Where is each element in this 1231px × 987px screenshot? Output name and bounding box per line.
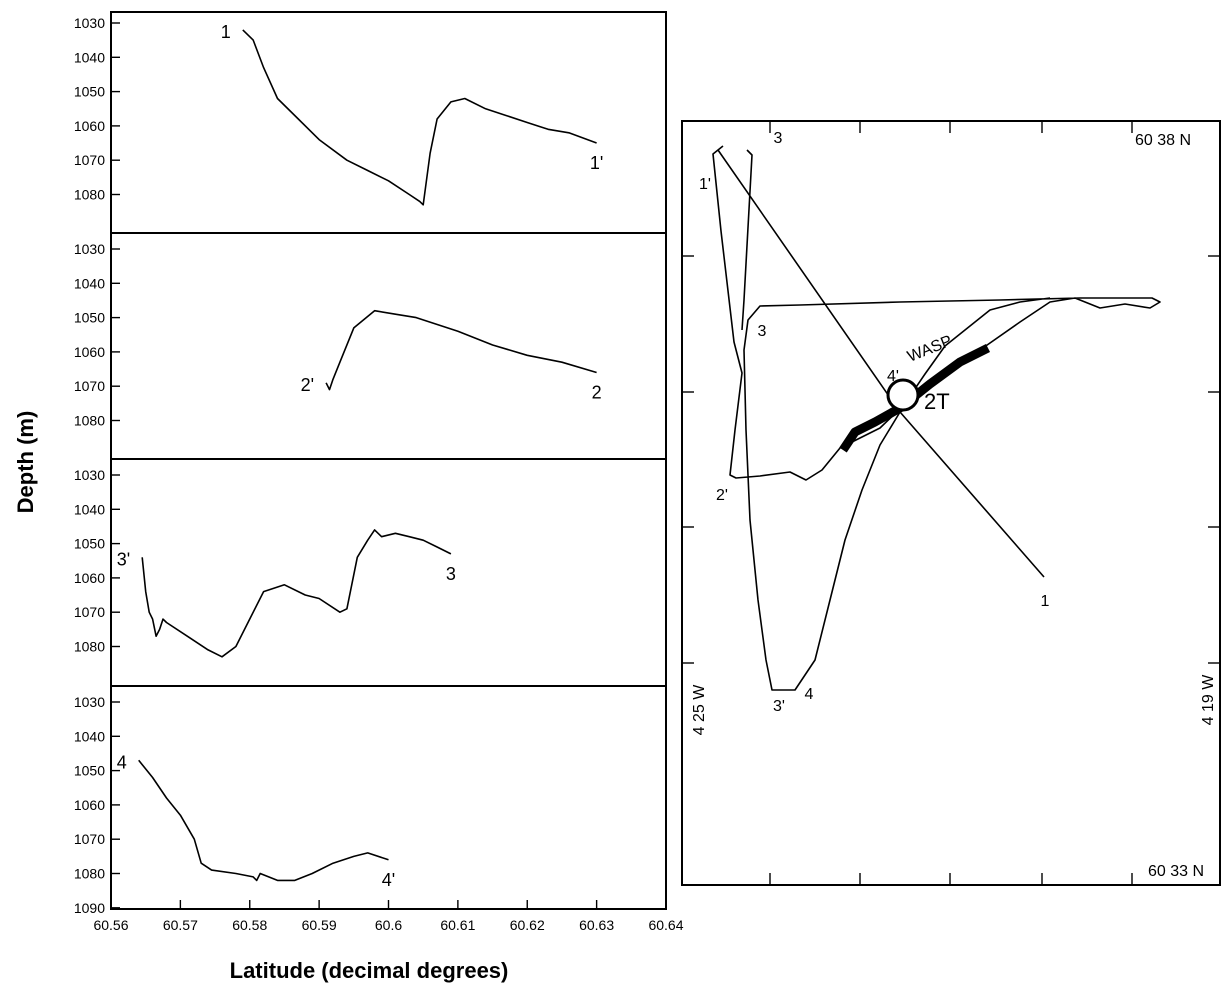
y-axis-ticks: 1030 1040 1050 1060 1070 1080 1030 1040 1050 1060… xyxy=(74,15,120,916)
profile-end-label: 4' xyxy=(382,870,395,890)
x-tick-label: 60.63 xyxy=(579,917,614,933)
y-tick-label: 1080 xyxy=(74,866,105,882)
depth-profiles-chart: 1030 1040 1050 1060 1070 1080 1030 1040 1050 1060… xyxy=(13,11,684,983)
profile-start-label: 4 xyxy=(117,752,127,772)
y-tick-label: 1050 xyxy=(74,310,105,326)
profile-trace-2 xyxy=(325,309,597,391)
wasp-label: WASP xyxy=(905,333,955,366)
y-tick-label: 1060 xyxy=(74,118,105,134)
x-axis-ticks: 60.56 60.57 60.58 60.59 60.6 60.61 60.62 60.63 6… xyxy=(93,900,684,933)
y-tick-label: 1060 xyxy=(74,570,105,586)
x-tick-label: 60.64 xyxy=(648,917,683,933)
x-tick-label: 60.58 xyxy=(232,917,267,933)
y-tick-label: 1070 xyxy=(74,604,105,620)
x-axis-title: Latitude (decimal degrees) xyxy=(230,958,509,983)
y-tick-label: 1050 xyxy=(74,536,105,552)
y-tick-label: 1050 xyxy=(74,84,105,100)
track-map: 60 38 N 60 33 N 4 25 W 4 19 W 3 1' 3 2' … xyxy=(681,120,1221,886)
y-tick-label: 1080 xyxy=(74,639,105,655)
site-2t-label: 2T xyxy=(924,389,950,414)
profile-end-labels: 1 1' 2' 2 3' 3 4 4' xyxy=(117,22,604,890)
profile-traces xyxy=(138,29,597,882)
y-tick-label: 1060 xyxy=(74,797,105,813)
y-tick-label: 1050 xyxy=(74,763,105,779)
y-tick-label: 1080 xyxy=(74,187,105,203)
map-track-label: 1' xyxy=(699,176,711,193)
map-frame xyxy=(681,120,1221,886)
profile-trace-3 xyxy=(141,529,452,658)
y-tick-label: 1060 xyxy=(74,344,105,360)
map-track-label: 4 xyxy=(805,686,814,703)
x-tick-label: 60.62 xyxy=(510,917,545,933)
map-track-label: 3 xyxy=(758,323,767,340)
y-tick-label: 1080 xyxy=(74,413,105,429)
x-tick-label: 60.57 xyxy=(163,917,198,933)
profile-start-label: 1 xyxy=(221,22,231,42)
profile-end-label: 3 xyxy=(446,564,456,584)
x-tick-label: 60.59 xyxy=(302,917,337,933)
profile-end-label: 1' xyxy=(590,153,603,173)
y-tick-label: 1070 xyxy=(74,152,105,168)
y-tick-label: 1070 xyxy=(74,831,105,847)
map-frame-ticks xyxy=(682,121,1220,885)
y-tick-label: 1040 xyxy=(74,49,105,65)
y-tick-label: 1070 xyxy=(74,378,105,394)
y-tick-label: 1040 xyxy=(74,501,105,517)
map-label-top-right: 60 38 N xyxy=(1135,132,1191,149)
y-tick-label: 1030 xyxy=(74,15,105,31)
y-axis-title: Depth (m) xyxy=(13,411,38,514)
map-track-label: 3' xyxy=(773,698,785,715)
map-track-label: 4' xyxy=(887,368,899,385)
profile-trace-4 xyxy=(138,759,389,882)
profile-end-label: 2 xyxy=(592,382,602,402)
y-tick-label: 1030 xyxy=(74,467,105,483)
site-2t-marker xyxy=(886,378,920,412)
map-label-bottom-right: 60 33 N xyxy=(1148,863,1204,880)
map-track-2 xyxy=(712,145,1161,691)
y-tick-label: 1040 xyxy=(74,728,105,744)
x-tick-label: 60.61 xyxy=(440,917,475,933)
y-tick-label: 1040 xyxy=(74,275,105,291)
x-tick-label: 60.6 xyxy=(375,917,402,933)
map-label-left: 4 25 W xyxy=(691,684,708,736)
map-label-right: 4 19 W xyxy=(1200,674,1217,726)
y-tick-label: 1090 xyxy=(74,900,105,916)
profile-trace-1 xyxy=(242,29,597,206)
map-track-label: 3 xyxy=(774,130,783,147)
map-track-3 xyxy=(741,149,753,331)
y-tick-label: 1030 xyxy=(74,694,105,710)
y-tick-label: 1030 xyxy=(74,241,105,257)
profile-start-label: 3' xyxy=(117,549,130,569)
x-tick-label: 60.56 xyxy=(93,917,128,933)
map-track-1 xyxy=(717,149,1045,578)
profile-start-label: 2' xyxy=(301,375,314,395)
profiles-frame xyxy=(110,11,667,910)
map-track-label: 1 xyxy=(1041,593,1050,610)
map-track-label: 2' xyxy=(716,487,728,504)
